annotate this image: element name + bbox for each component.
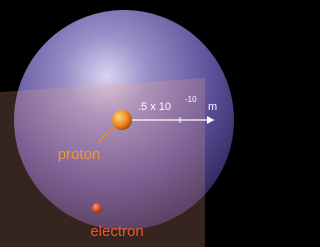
- atom-illustration: .5 x 10 -10 m proton electron: [0, 0, 246, 247]
- distance-unit: m: [208, 101, 217, 113]
- electron: [92, 203, 102, 213]
- distance-label: .5 x 10: [138, 101, 171, 113]
- electron-label: electron: [90, 223, 143, 240]
- distance-exponent: -10: [185, 95, 197, 104]
- orbital-plane: [0, 78, 205, 247]
- proton-label: proton: [58, 146, 101, 163]
- proton: [112, 110, 132, 130]
